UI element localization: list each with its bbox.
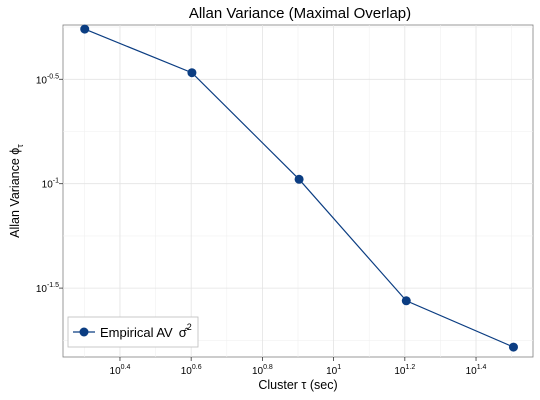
y-tick-base: 10	[36, 75, 48, 86]
data-point	[401, 296, 411, 306]
y-tick-base: 10	[42, 180, 54, 191]
legend-marker	[79, 327, 89, 337]
x-tick-label: 101	[326, 364, 341, 377]
series-layer	[80, 24, 518, 352]
minor-gridlines	[63, 25, 533, 357]
legend-label-text: Empirical AV	[100, 325, 173, 340]
legend-symbol: σ̂	[179, 325, 190, 340]
x-tick-exp: 1	[337, 364, 341, 371]
x-tick-label: 101.2	[394, 364, 415, 377]
x-tick-base: 10	[394, 366, 406, 377]
data-point	[187, 68, 197, 78]
y-tick-label: 10-1	[42, 178, 59, 191]
x-tick-label: 100.8	[252, 364, 273, 377]
y-tick-exp: -0.5	[47, 73, 59, 80]
y-tick-label: 10-1.5	[36, 282, 59, 295]
x-tick-exp: 1.2	[406, 364, 416, 371]
y-tick-exp: -1	[53, 178, 59, 185]
x-tick-exp: 1.4	[477, 364, 487, 371]
x-tick-label: 101.4	[466, 364, 487, 377]
data-point	[508, 342, 518, 352]
legend-label: Empirical AV σ̂2	[100, 322, 192, 340]
x-tick-exp: 0.6	[192, 364, 202, 371]
legend: Empirical AV σ̂2	[67, 316, 199, 348]
data-point	[80, 24, 90, 34]
x-tick-label: 100.4	[110, 364, 131, 377]
x-tick-exp: 0.8	[263, 364, 273, 371]
x-tick-base: 10	[181, 366, 193, 377]
x-tick-base: 10	[326, 366, 338, 377]
x-tick-exp: 0.4	[121, 364, 131, 371]
legend-symbol-exp: 2	[187, 322, 192, 332]
y-tick-label: 10-0.5	[36, 73, 59, 86]
x-tick-base: 10	[110, 366, 122, 377]
y-tick-exp: -1.5	[47, 282, 59, 289]
axis-ticks: 100.4 100.6 100.8 101 101.2 101.410-0.510-110…	[36, 73, 487, 377]
y-axis-label-subscript: τ	[15, 144, 25, 148]
x-axis-label: Cluster τ (sec)	[258, 378, 337, 392]
y-axis-label-main: Allan Variance ϕ	[8, 148, 22, 238]
y-tick-base: 10	[36, 284, 48, 295]
x-tick-base: 10	[252, 366, 264, 377]
x-tick-base: 10	[466, 366, 478, 377]
data-point	[294, 174, 304, 184]
y-axis-label: Allan Variance ϕτ	[8, 144, 25, 238]
chart-title: Allan Variance (Maximal Overlap)	[189, 5, 411, 22]
x-tick-label: 100.6	[181, 364, 202, 377]
